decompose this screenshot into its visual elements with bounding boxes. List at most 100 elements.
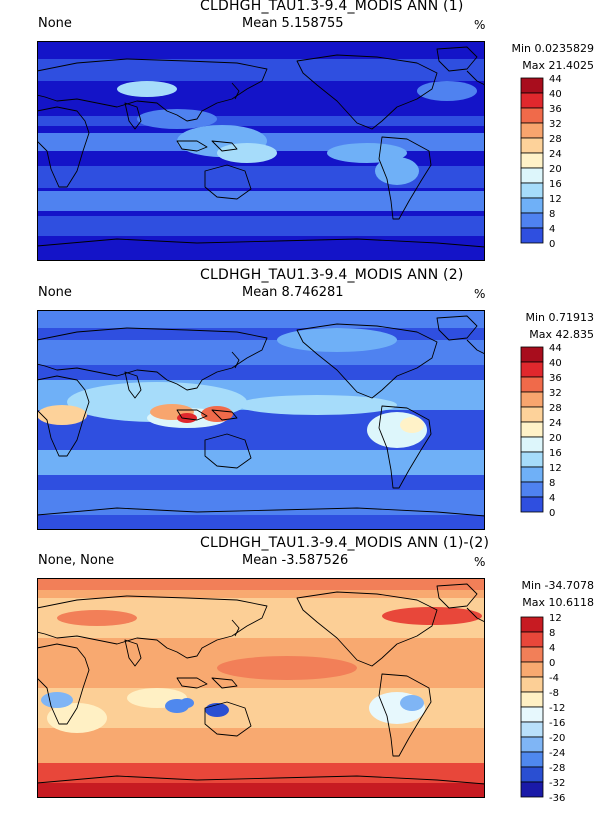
- coastline: [378, 136, 432, 220]
- colorbar-tick-label: 0: [549, 239, 555, 250]
- panel-title: CLDHGH_TAU1.3-9.4_MODIS ANN (2): [200, 267, 464, 283]
- panel-mean: Mean 5.158755: [242, 16, 344, 31]
- coastline: [124, 639, 142, 667]
- field-blob: [277, 328, 397, 352]
- colorbar-tick-label: -8: [549, 688, 559, 699]
- colorbar-tick-label: -12: [549, 703, 565, 714]
- coastline: [211, 140, 238, 152]
- field-blob: [217, 143, 277, 163]
- colorbar-box: [520, 376, 544, 393]
- coastline: [436, 46, 478, 72]
- colorbar-box: [520, 451, 544, 468]
- colorbar-box: [520, 691, 544, 708]
- colorbar-tick-label: 40: [549, 358, 562, 369]
- panel-min: Min -34.7078: [521, 579, 594, 592]
- colorbar-box: [520, 182, 544, 199]
- coastline: [124, 371, 142, 399]
- colorbar-tick-label: 12: [549, 463, 562, 474]
- coastline: [378, 673, 432, 757]
- panel-left-label: None: [38, 285, 72, 300]
- colorbar-box: [520, 436, 544, 453]
- coastline: [37, 238, 485, 248]
- colorbar-box: [520, 496, 544, 513]
- panel-min: Min 0.71913: [525, 311, 594, 324]
- colorbar-box: [520, 137, 544, 154]
- colorbar-tick-label: 8: [549, 628, 555, 639]
- colorbar-box: [520, 152, 544, 169]
- panel-left-label: None, None: [38, 553, 115, 568]
- colorbar-box: [520, 646, 544, 663]
- map-plot: [37, 310, 485, 530]
- colorbar-tick-label: 28: [549, 403, 562, 414]
- field-band: [37, 310, 485, 328]
- coastline: [37, 507, 485, 517]
- field-blob: [417, 81, 477, 101]
- colorbar-box: [520, 616, 544, 633]
- field-band: [37, 578, 485, 590]
- colorbar-tick-label: 36: [549, 373, 562, 384]
- colorbar-tick-label: 44: [549, 343, 562, 354]
- field-blob: [217, 656, 357, 680]
- panel-title: CLDHGH_TAU1.3-9.4_MODIS ANN (1)-(2): [200, 535, 490, 551]
- colorbar-box: [520, 631, 544, 648]
- field-blob: [237, 395, 397, 415]
- field-blob: [382, 607, 482, 625]
- coastline: [176, 140, 208, 152]
- field-blob: [137, 109, 217, 129]
- coastline: [37, 775, 485, 785]
- coastline: [176, 409, 208, 421]
- colorbar-tick-label: -36: [549, 793, 565, 804]
- field-blob: [57, 610, 137, 626]
- colorbar-tick-label: 32: [549, 119, 562, 130]
- colorbar-box: [520, 406, 544, 423]
- field-blob: [37, 405, 87, 425]
- colorbar-box: [520, 481, 544, 498]
- field-blob: [400, 695, 424, 711]
- coastline: [231, 82, 240, 100]
- field-blob: [400, 417, 424, 433]
- panel-unit: %: [474, 287, 486, 301]
- field-band: [37, 116, 485, 126]
- colorbar-box: [520, 212, 544, 229]
- colorbar-box: [520, 781, 544, 798]
- field-blob: [177, 413, 197, 423]
- colorbar-tick-label: 20: [549, 433, 562, 444]
- colorbar-box: [520, 346, 544, 363]
- colorbar-tick-label: -16: [549, 718, 565, 729]
- coastline: [436, 583, 478, 609]
- panel-min: Min 0.0235829: [511, 42, 595, 55]
- field-band: [37, 166, 485, 188]
- colorbar: 12 8 4 0 -4 -8 -12 -16 -20 -24 -28 -32 -36: [520, 613, 591, 804]
- coastline: [37, 327, 268, 391]
- colorbar-tick-label: 20: [549, 164, 562, 175]
- colorbar-box: [520, 167, 544, 184]
- colorbar: 44 40 36 32 28 24 20 16 12 8 4 0: [520, 74, 591, 264]
- map-plot: [37, 41, 485, 261]
- panel-3: CLDHGH_TAU1.3-9.4_MODIS ANN (1)-(2) None…: [0, 535, 606, 807]
- colorbar-tick-label: 4: [549, 643, 555, 654]
- coastline: [204, 433, 252, 469]
- coastline: [37, 106, 90, 188]
- coastline: [124, 102, 142, 130]
- field-band: [37, 216, 485, 236]
- colorbar-tick-label: 24: [549, 418, 562, 429]
- colorbar-tick-label: 24: [549, 149, 562, 160]
- colorbar-tick-label: 28: [549, 134, 562, 145]
- field-blob: [201, 406, 233, 422]
- colorbar-tick-label: 4: [549, 224, 555, 235]
- coastline: [466, 70, 485, 86]
- coastline: [211, 409, 238, 421]
- panel-2: CLDHGH_TAU1.3-9.4_MODIS ANN (2) None Mea…: [0, 267, 606, 539]
- colorbar-tick-label: 32: [549, 388, 562, 399]
- field-band: [37, 191, 485, 211]
- coastline: [204, 701, 252, 737]
- coastline: [37, 595, 268, 659]
- coastline: [204, 164, 252, 200]
- map-frame: [37, 41, 485, 261]
- field-band: [37, 728, 485, 758]
- panel-left-label: None: [38, 16, 72, 31]
- colorbar-tick-label: 12: [549, 194, 562, 205]
- colorbar-tick-label: 12: [549, 613, 562, 624]
- colorbar-box: [520, 77, 544, 94]
- field-blob: [41, 692, 73, 708]
